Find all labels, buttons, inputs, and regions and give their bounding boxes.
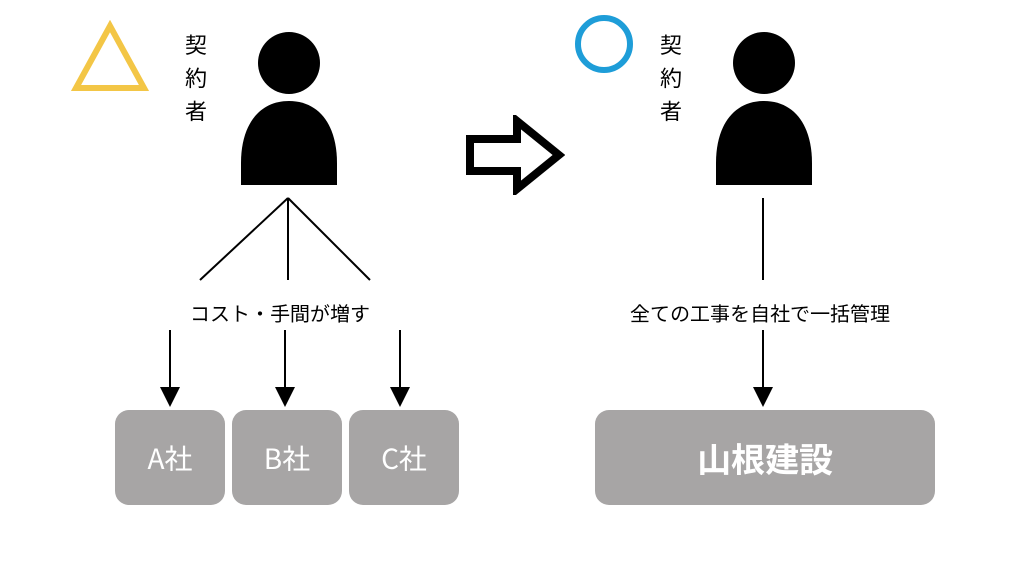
right-box: 山根建設 bbox=[595, 410, 935, 505]
right-box-label: 山根建設 bbox=[697, 433, 833, 482]
